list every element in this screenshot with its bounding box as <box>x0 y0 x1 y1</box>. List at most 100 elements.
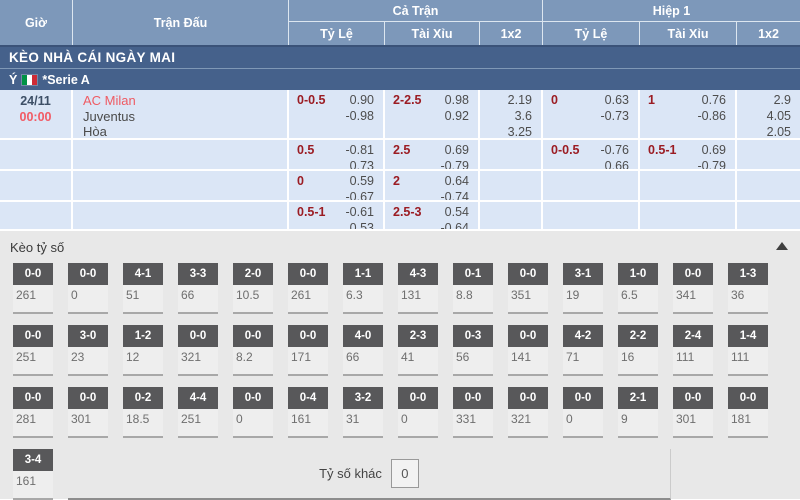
odds-cell[interactable]: 0-0.5 -0.76 0.66 <box>543 140 640 171</box>
score-value: 4-1 <box>123 263 163 285</box>
score-bet-cell[interactable]: 4-0 66 <box>343 325 383 376</box>
score-odds: 10.5 <box>233 285 273 314</box>
odds-value: -0.67 <box>345 190 375 202</box>
odds-cell[interactable]: 2.19 3.6 3.25 <box>480 90 543 140</box>
odds-cell[interactable]: 1 0.76 -0.86 <box>640 90 737 140</box>
odds-cell[interactable]: 2.5-3 0.54 -0.64 <box>385 202 480 231</box>
score-bet-cell[interactable]: 0-0 261 <box>13 263 53 314</box>
score-bet-cell[interactable]: 1-2 12 <box>123 325 163 376</box>
match-time-cell <box>0 202 73 231</box>
score-bet-cell[interactable]: 3-2 31 <box>343 387 383 438</box>
header-over-under-first-half: Tài Xỉu <box>640 22 737 45</box>
score-value: 2-4 <box>673 325 713 347</box>
other-score-label: Tỷ số khác <box>319 466 382 481</box>
score-bet-cell[interactable]: 0-0 251 <box>13 325 53 376</box>
score-row: 0-0 251 3-0 23 1-2 12 0-0 321 0-0 8.2 0-0 171 4-0 66 2… <box>0 325 800 376</box>
score-odds: 301 <box>68 409 108 438</box>
score-bet-cell[interactable]: 2-4 111 <box>673 325 713 376</box>
score-bet-cell[interactable]: 3-4 161 <box>13 449 53 500</box>
score-bet-cell[interactable]: 1-4 111 <box>728 325 768 376</box>
score-bet-cell[interactable]: 0-0 301 <box>673 387 713 438</box>
match-date: 24/11 <box>20 94 51 108</box>
header-first-half-group: Hiệp 1 <box>543 0 800 22</box>
score-bet-cell[interactable]: 1-3 36 <box>728 263 768 314</box>
score-bet-cell[interactable]: 0-0 261 <box>288 263 328 314</box>
score-odds: 0 <box>563 409 603 438</box>
score-bet-cell[interactable]: 2-0 10.5 <box>233 263 273 314</box>
odds-cell[interactable]: 0.5 -0.81 0.73 <box>289 140 385 171</box>
score-odds: 251 <box>13 347 53 376</box>
odds-cell[interactable]: 0.5-1 -0.61 0.53 <box>289 202 385 231</box>
match-teams-cell <box>73 171 289 202</box>
odds-cell <box>480 140 543 171</box>
score-bet-cell[interactable]: 0-4 161 <box>288 387 328 438</box>
match-time-cell: 24/11 00:00 <box>0 90 73 140</box>
score-bet-cell[interactable]: 0-1 8.8 <box>453 263 493 314</box>
score-odds: 161 <box>288 409 328 438</box>
score-bet-cell[interactable]: 0-0 141 <box>508 325 548 376</box>
odds-cell <box>480 171 543 202</box>
score-bet-cell[interactable]: 3-0 23 <box>68 325 108 376</box>
score-row: 3-4 161 Tỷ số khác 0 <box>0 449 800 500</box>
score-bet-cell[interactable]: 0-0 181 <box>728 387 768 438</box>
other-score-input[interactable]: 0 <box>390 459 419 488</box>
score-value: 3-1 <box>563 263 603 285</box>
score-bet-cell[interactable]: 0-2 18.5 <box>123 387 163 438</box>
score-odds: 0 <box>68 285 108 314</box>
score-bet-cell[interactable]: 2-2 16 <box>618 325 658 376</box>
score-bet-cell[interactable]: 0-0 0 <box>563 387 603 438</box>
odds-cell[interactable]: 0 0.63 -0.73 <box>543 90 640 140</box>
score-odds: 9 <box>618 409 658 438</box>
score-bet-cell[interactable]: 0-0 321 <box>178 325 218 376</box>
score-bet-cell[interactable]: 4-2 71 <box>563 325 603 376</box>
collapse-caret-icon[interactable] <box>776 242 788 250</box>
score-bet-cell[interactable]: 4-4 251 <box>178 387 218 438</box>
score-bet-cell[interactable]: 0-0 321 <box>508 387 548 438</box>
odds-value: -0.73 <box>600 109 630 123</box>
score-bet-cell[interactable]: 0-0 341 <box>673 263 713 314</box>
score-bet-cell[interactable]: 4-1 51 <box>123 263 163 314</box>
odds-cell[interactable]: 2.5 0.69 -0.79 <box>385 140 480 171</box>
score-odds: 56 <box>453 347 493 376</box>
odds-cell[interactable]: 0.5-1 0.69 -0.79 <box>640 140 737 171</box>
odds-value: 2.19 <box>507 93 532 107</box>
score-bet-cell[interactable]: 3-1 19 <box>563 263 603 314</box>
odds-value: 0.54 <box>444 205 469 219</box>
score-bet-cell[interactable]: 0-0 331 <box>453 387 493 438</box>
odds-cell[interactable]: 0 0.59 -0.67 <box>289 171 385 202</box>
header-1x2-first-half: 1x2 <box>758 26 779 41</box>
score-bet-cell[interactable]: 0-0 8.2 <box>233 325 273 376</box>
score-value: 3-4 <box>13 449 53 471</box>
score-bet-cell[interactable]: 1-1 6.3 <box>343 263 383 314</box>
odds-cell[interactable]: 0-0.5 0.90 -0.98 <box>289 90 385 140</box>
score-bet-cell[interactable]: 0-3 56 <box>453 325 493 376</box>
league-name-label: *Serie A <box>42 72 90 87</box>
score-value: 0-0 <box>563 387 603 409</box>
odds-value: 3.25 <box>507 125 532 139</box>
score-bet-cell[interactable]: 0-0 0 <box>233 387 273 438</box>
score-bet-cell[interactable]: 3-3 66 <box>178 263 218 314</box>
score-bet-cell[interactable]: 0-0 281 <box>13 387 53 438</box>
score-value: 0-0 <box>68 263 108 285</box>
score-bet-cell[interactable]: 0-0 351 <box>508 263 548 314</box>
odds-cell[interactable]: 2.9 4.05 2.05 <box>737 90 800 140</box>
score-bet-cell[interactable]: 4-3 131 <box>398 263 438 314</box>
score-odds: 19 <box>563 285 603 314</box>
score-odds: 18.5 <box>123 409 163 438</box>
odds-value: -0.64 <box>440 221 470 231</box>
score-bet-cell[interactable]: 2-3 41 <box>398 325 438 376</box>
score-value: 0-0 <box>398 387 438 409</box>
score-bet-cell[interactable]: 0-0 0 <box>68 263 108 314</box>
odds-cell[interactable]: 2 0.64 -0.74 <box>385 171 480 202</box>
score-bet-cell[interactable]: 0-0 301 <box>68 387 108 438</box>
score-odds: 16 <box>618 347 658 376</box>
score-bet-cell[interactable]: 0-0 0 <box>398 387 438 438</box>
score-bet-cell[interactable]: 1-0 6.5 <box>618 263 658 314</box>
score-bet-cell[interactable]: 2-1 9 <box>618 387 658 438</box>
score-odds: 281 <box>13 409 53 438</box>
score-odds: 12 <box>123 347 163 376</box>
score-odds: 66 <box>178 285 218 314</box>
odds-cell[interactable]: 2-2.5 0.98 0.92 <box>385 90 480 140</box>
odds-cell <box>640 171 737 202</box>
score-bet-cell[interactable]: 0-0 171 <box>288 325 328 376</box>
